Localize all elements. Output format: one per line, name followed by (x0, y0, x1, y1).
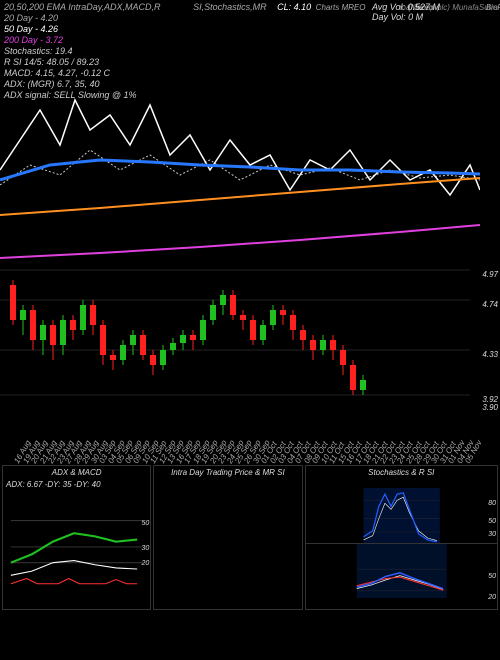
hdr-50: 50 Day - 4.26 (4, 24, 496, 35)
adx-sub: ADX: 6.67 -DY: 35 -DY: 40 (3, 480, 150, 489)
avg-vol: Avg Vol: 0.527 M (372, 2, 440, 12)
adx-tick: 20 (141, 560, 149, 567)
hdr-macd: MACD: 4.15, 4.27, -0.12 C (4, 68, 496, 79)
price-label: 3.90 (482, 403, 498, 412)
vol-block: Avg Vol: 0.527 M Day Vol: 0 M (372, 2, 440, 22)
price-label: 4.74 (482, 300, 498, 309)
lower-tick: 20 (488, 594, 496, 601)
price-label: 4.33 (482, 350, 498, 359)
stoch-tick: 50 (488, 518, 496, 525)
stoch-title: Stochastics & R SI (306, 466, 497, 480)
intra-panel: Intra Day Trading Price & MR SI (153, 465, 302, 610)
hdr-200: 200 Day - 3.72 (4, 35, 496, 46)
adx-tick: 30 (141, 545, 149, 552)
hdr-prefix: 20,50,200 EMA IntraDay,ADX,MACD,R (4, 2, 161, 12)
x-axis: 16 Aug19 Aug20 Aug21 Aug22 Aug23 Aug27 A… (10, 415, 490, 465)
bottom-panels: ADX & MACD ADX: 6.67 -DY: 35 -DY: 40 50 3… (0, 465, 500, 610)
hdr-charts: Charts MREO (316, 3, 366, 12)
hdr-mid: SI,Stochastics,MR (193, 2, 267, 12)
intra-title: Intra Day Trading Price & MR SI (154, 466, 301, 480)
hdr-rsi: R SI 14/5: 48.05 / 89.23 (4, 57, 496, 68)
adx-title: ADX & MACD (3, 466, 150, 480)
main-chart (0, 80, 500, 260)
stoch-tick: 30 (488, 531, 496, 538)
day-vol: Day Vol: 0 M (372, 12, 440, 22)
hdr-cl: CL: 4.10 (277, 2, 311, 12)
stoch-tick: 80 (488, 500, 496, 507)
lower-tick: 50 (488, 573, 496, 580)
price-label: 4.97 (482, 270, 498, 279)
adx-panel: ADX & MACD ADX: 6.67 -DY: 35 -DY: 40 50 3… (2, 465, 151, 610)
stoch-panel: Stochastics & R SI 80 50 30 50 20 (305, 465, 498, 610)
hdr-stoch: Stochastics: 19.4 (4, 46, 496, 57)
candle-chart: 4.974.744.333.923.90 (0, 265, 500, 415)
adx-tick: 50 (141, 520, 149, 527)
header: 20,50,200 EMA IntraDay,ADX,MACD,R SI,Sto… (0, 0, 500, 80)
